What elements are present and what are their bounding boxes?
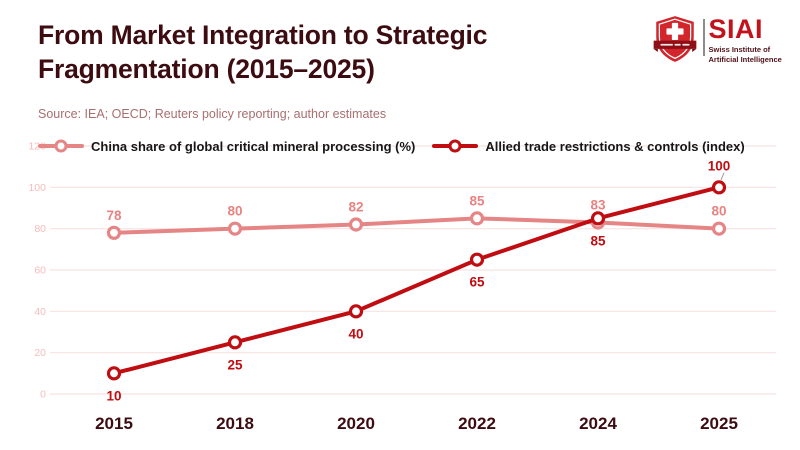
svg-text:2020: 2020 xyxy=(337,414,375,433)
svg-text:65: 65 xyxy=(469,275,485,290)
legend-item-china-share: China share of global critical mineral p… xyxy=(38,139,415,154)
chart-legend: China share of global critical mineral p… xyxy=(38,137,745,155)
legend-label: Allied trade restrictions & controls (in… xyxy=(485,138,745,154)
svg-text:120: 120 xyxy=(28,141,46,153)
svg-text:60: 60 xyxy=(34,265,46,277)
svg-text:0: 0 xyxy=(40,389,46,401)
siai-logo: SIAI Swiss Institute of Artificial Intel… xyxy=(652,14,782,65)
svg-text:100: 100 xyxy=(28,182,46,194)
svg-text:2018: 2018 xyxy=(216,414,254,433)
logo-subtitle-line1: Swiss Institute of xyxy=(708,45,771,55)
svg-text:80: 80 xyxy=(227,204,242,219)
swiss-cross-icon xyxy=(666,22,684,41)
svg-text:78: 78 xyxy=(106,208,122,223)
legend-marker-icon xyxy=(38,139,84,153)
logo-divider xyxy=(703,19,705,56)
logo-subtitle-line2: Artificial Intelligence xyxy=(708,54,782,64)
svg-text:20: 20 xyxy=(34,347,46,359)
svg-text:40: 40 xyxy=(34,306,46,318)
logo-acronym: SIAI xyxy=(708,14,764,44)
svg-text:85: 85 xyxy=(590,233,606,248)
svg-text:83: 83 xyxy=(590,197,606,212)
source-note: Source: IEA; OECD; Reuters policy report… xyxy=(38,107,387,121)
svg-text:82: 82 xyxy=(348,200,363,215)
svg-text:2015: 2015 xyxy=(95,414,133,433)
svg-text:10: 10 xyxy=(106,388,121,403)
svg-text:100: 100 xyxy=(708,158,731,173)
svg-text:25: 25 xyxy=(227,357,243,372)
svg-text:80: 80 xyxy=(711,204,726,219)
svg-text:80: 80 xyxy=(34,223,46,235)
svg-text:2024: 2024 xyxy=(579,414,617,433)
svg-text:2022: 2022 xyxy=(458,414,496,433)
legend-marker-icon xyxy=(432,139,479,153)
ribbon-banner xyxy=(653,40,697,53)
svg-text:2025: 2025 xyxy=(700,414,738,433)
svg-text:40: 40 xyxy=(348,326,363,341)
swiss-shield-icon xyxy=(653,16,697,62)
legend-item-allied-restrictions: Allied trade restrictions & controls (in… xyxy=(432,138,745,154)
svg-text:85: 85 xyxy=(469,193,485,208)
chart-title: From Market Integration to Strategic Fra… xyxy=(38,20,488,84)
legend-label: China share of global critical mineral p… xyxy=(91,138,416,154)
